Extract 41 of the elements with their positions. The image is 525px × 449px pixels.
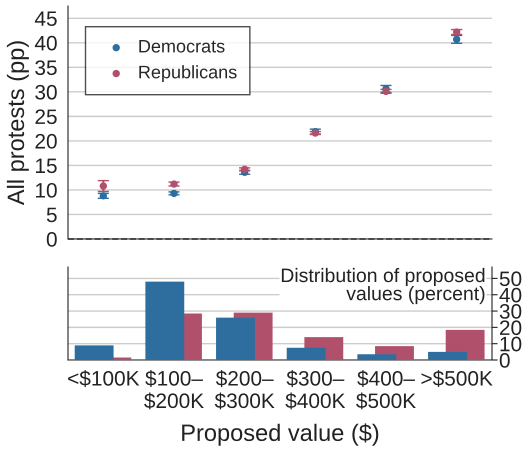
x-axis-title: Proposed value ($) xyxy=(182,423,378,446)
y-tick-label: 40 xyxy=(499,288,522,302)
x-tick-label: $200– $300K xyxy=(214,370,275,410)
y-tick-label: 0 xyxy=(500,353,510,368)
y-tick-label: 5 xyxy=(46,208,57,222)
bar xyxy=(145,282,184,360)
point xyxy=(170,180,178,188)
y-axis-title: All protests (pp) xyxy=(6,41,29,206)
y-tick-label: 0 xyxy=(46,232,57,247)
point xyxy=(100,182,108,190)
y-tick-label: 20 xyxy=(500,320,522,336)
annotation: Distribution of proposed values (percent) xyxy=(282,268,484,304)
point xyxy=(452,36,460,44)
y-tick-label: 45 xyxy=(34,11,57,26)
point xyxy=(240,166,248,174)
bar xyxy=(286,348,326,360)
bar xyxy=(428,352,467,360)
y-tick-label: 30 xyxy=(500,304,522,319)
legend-label: Democrats xyxy=(139,40,225,53)
point xyxy=(452,28,460,36)
point xyxy=(100,192,108,200)
y-tick-label: 25 xyxy=(35,109,57,124)
bar xyxy=(357,354,396,360)
x-tick-label: $400– $500K xyxy=(356,370,416,410)
x-tick-label: $100– $200K xyxy=(144,370,204,410)
x-tick-label: $300– $400K xyxy=(285,370,346,410)
y-tick-label: 50 xyxy=(500,271,522,286)
legend-label: Republicans xyxy=(139,65,237,82)
y-tick-label: 40 xyxy=(34,36,57,51)
y-tick-label: 10 xyxy=(500,336,522,352)
y-tick-label: 20 xyxy=(35,134,57,149)
y-tick-label: 15 xyxy=(36,158,57,174)
point xyxy=(382,88,390,96)
y-tick-label: 10 xyxy=(36,182,57,198)
x-tick-label: <$100K xyxy=(68,370,140,387)
y-tick-label: 35 xyxy=(35,60,57,76)
point xyxy=(170,190,178,198)
bar xyxy=(74,345,114,360)
bar xyxy=(216,318,255,360)
y-tick-label: 30 xyxy=(35,84,57,100)
x-tick-label: >$500K xyxy=(421,370,493,387)
